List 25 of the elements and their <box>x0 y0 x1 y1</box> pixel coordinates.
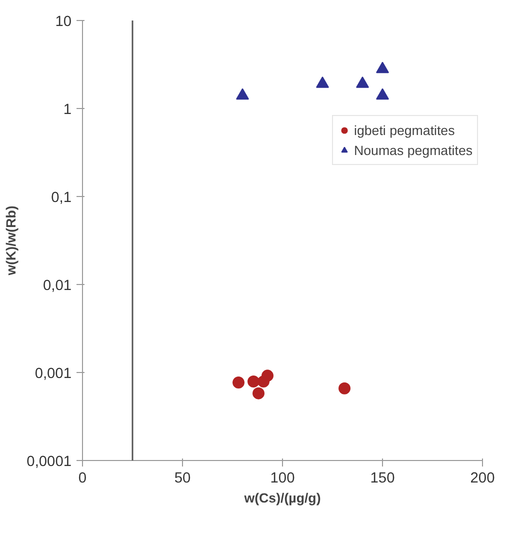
point <box>356 76 369 88</box>
legend-label: Noumas pegmatites <box>354 142 473 158</box>
y-tick-label: 0,1 <box>51 190 72 206</box>
x-axis-title: w(Cs)/(µg/g) <box>243 490 321 506</box>
y-tick-label: 0,01 <box>42 278 72 294</box>
point <box>316 76 329 88</box>
y-tick-label: 0,001 <box>34 366 72 382</box>
point <box>248 376 260 388</box>
legend-label: igbeti pegmatites <box>354 122 455 138</box>
point <box>232 376 244 388</box>
point <box>252 387 264 400</box>
point <box>376 88 389 100</box>
x-tick-label: 50 <box>174 470 191 486</box>
y-tick-label: 1 <box>63 102 72 118</box>
y-tick-label: 10 <box>55 14 72 30</box>
point <box>262 370 274 382</box>
x-tick-label: 100 <box>270 470 295 486</box>
x-tick-label: 0 <box>78 470 87 486</box>
x-tick-label: 150 <box>370 470 395 486</box>
point <box>338 382 350 394</box>
point <box>236 88 249 100</box>
point <box>376 62 389 74</box>
y-axis-title: w(K)/w(Rb) <box>4 206 19 276</box>
y-tick-label: 0,0001 <box>26 454 72 470</box>
x-tick-label: 200 <box>470 470 495 486</box>
